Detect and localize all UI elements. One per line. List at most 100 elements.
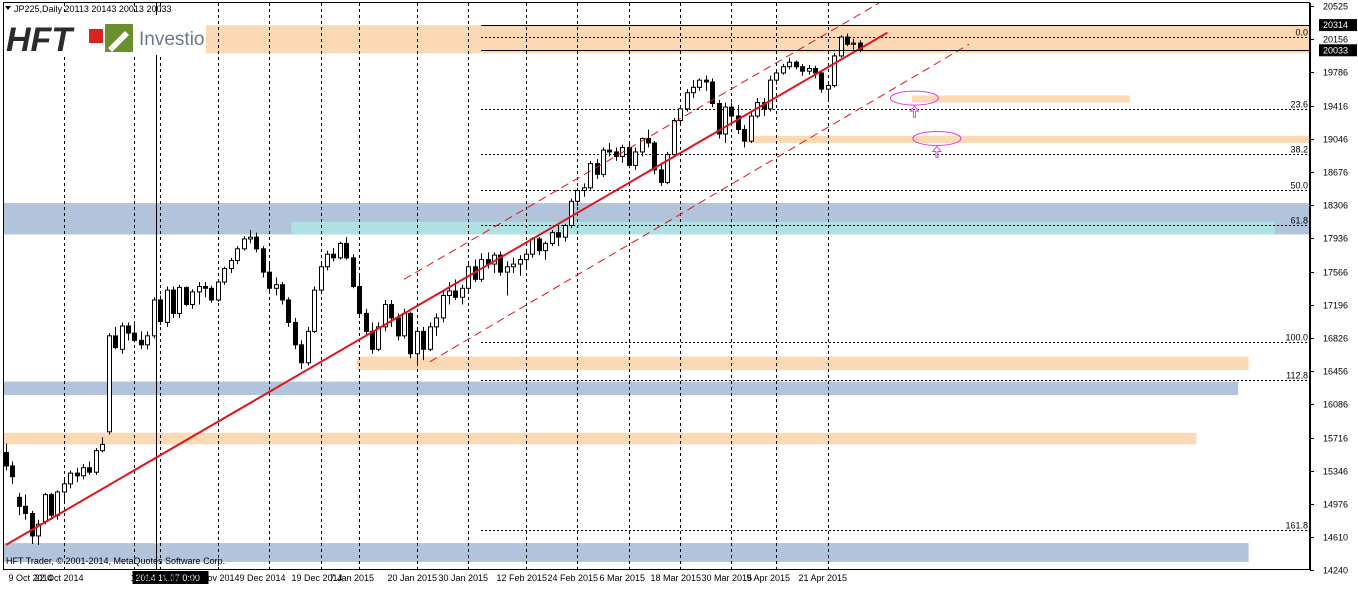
y-tick-label: 15716 bbox=[1323, 434, 1348, 444]
candle-bear bbox=[595, 163, 600, 175]
y-tick-label: 16826 bbox=[1323, 334, 1348, 344]
candle-bear bbox=[537, 238, 542, 252]
target-ellipse bbox=[889, 90, 939, 106]
fib-level-label: 112.8 bbox=[1286, 371, 1308, 381]
candle-bull bbox=[235, 248, 240, 261]
candle-bull bbox=[543, 242, 548, 252]
y-tick-label: 19416 bbox=[1323, 102, 1348, 112]
candle-bear bbox=[299, 344, 304, 364]
candle-bear bbox=[800, 66, 805, 72]
candle-bull bbox=[68, 472, 73, 485]
candle-bear bbox=[370, 330, 375, 350]
channel-lower-line bbox=[429, 43, 970, 363]
y-tick-label: 15346 bbox=[1323, 467, 1348, 477]
x-tick-label: 22 Oct 2014 bbox=[35, 573, 84, 583]
candle-bull bbox=[518, 259, 523, 265]
fib-level-label: 161.8 bbox=[1285, 521, 1308, 531]
price-badge-label: 20314 bbox=[1323, 20, 1348, 30]
candle-bull bbox=[43, 494, 48, 523]
candle-bull bbox=[229, 259, 234, 270]
candle-bear bbox=[17, 496, 22, 507]
candle-bull bbox=[415, 330, 420, 355]
zone-blue bbox=[4, 381, 1239, 396]
symbol-ohlc-text: JP225,Daily 20113 20143 20013 20033 bbox=[14, 4, 171, 14]
candle-bull bbox=[338, 242, 343, 259]
x-tick-label: 9 Apr 2015 bbox=[747, 573, 791, 583]
candle-bear bbox=[4, 451, 9, 467]
candle-bull bbox=[62, 483, 67, 493]
candle-bull bbox=[383, 303, 388, 328]
price-axis: 20525 20156 19786 19416 19046 18676 18306 17936… bbox=[481, 2, 1357, 576]
up-arrow-icon bbox=[931, 145, 942, 158]
logo-arrow-icon bbox=[108, 31, 129, 52]
candle-bull bbox=[691, 86, 696, 94]
candle-bull bbox=[447, 290, 452, 296]
candle-bull bbox=[582, 187, 587, 192]
candle-bear bbox=[254, 236, 259, 250]
candle-bull bbox=[774, 72, 779, 81]
candle-bull bbox=[460, 287, 465, 298]
y-tick-label: 16086 bbox=[1323, 400, 1348, 410]
candle-bull bbox=[569, 200, 574, 226]
candle-bear bbox=[453, 290, 458, 298]
candle-bull bbox=[723, 106, 728, 135]
copyright-text: HFT Trader, © 2001-2014, MetaQuotes Soft… bbox=[6, 556, 225, 566]
candle-bull bbox=[55, 491, 60, 516]
candle-bull bbox=[678, 108, 683, 122]
logo-text: HFT bbox=[6, 21, 75, 59]
candle-bear bbox=[261, 248, 266, 273]
candle-bull bbox=[807, 67, 812, 72]
candle-bull bbox=[787, 61, 792, 68]
y-tick-label: 14610 bbox=[1323, 533, 1348, 543]
candle-bull bbox=[588, 163, 593, 189]
y-tick-label: 17566 bbox=[1323, 268, 1348, 278]
fib-level-label: 100.0 bbox=[1285, 333, 1308, 343]
x-tick-label: 7 Jan 2015 bbox=[330, 573, 375, 583]
candle-bull bbox=[524, 253, 529, 261]
y-tick-label: 20156 bbox=[1323, 35, 1348, 45]
y-tick-label: 19046 bbox=[1323, 135, 1348, 145]
candle-bull bbox=[94, 450, 99, 473]
fib-level-label: 38.2 bbox=[1290, 145, 1308, 155]
price-badge-label: 20033 bbox=[1323, 45, 1348, 55]
candle-bear bbox=[717, 102, 722, 135]
x-tick-label: 30 Jan 2015 bbox=[439, 573, 489, 583]
candle-bear bbox=[126, 325, 131, 334]
target-ellipse bbox=[912, 130, 962, 146]
candle-bull bbox=[312, 289, 317, 332]
y-tick-label: 14976 bbox=[1323, 500, 1348, 510]
candle-bull bbox=[145, 335, 150, 346]
candle-bear bbox=[794, 61, 799, 68]
candle-bull bbox=[165, 289, 170, 323]
y-tick-label: 19786 bbox=[1323, 68, 1348, 78]
plot-frame bbox=[3, 2, 1310, 570]
x-tick-label: 19 Dec 2014 bbox=[292, 573, 343, 583]
candle-bull bbox=[325, 253, 330, 268]
candle-bear bbox=[659, 169, 664, 183]
candle-bull bbox=[434, 317, 439, 328]
fib-level-label: 23.6 bbox=[1290, 100, 1308, 110]
candle-bear bbox=[819, 72, 824, 90]
candle-bear bbox=[158, 299, 163, 322]
price-badge bbox=[1319, 19, 1357, 32]
candle-bull bbox=[768, 79, 773, 110]
candle-bear bbox=[710, 81, 715, 104]
x-tick-label: 24 Feb 2015 bbox=[548, 573, 599, 583]
candle-bear bbox=[344, 242, 349, 259]
candle-bear bbox=[364, 312, 369, 332]
brand-logo: HFT Investio bbox=[2, 15, 206, 59]
candle-bull bbox=[550, 232, 555, 244]
candle-bull bbox=[781, 66, 786, 74]
dropdown-triangle-icon[interactable] bbox=[5, 6, 11, 10]
candle-bull bbox=[306, 330, 311, 364]
candle-bear bbox=[421, 330, 426, 350]
candle-bear bbox=[49, 494, 54, 516]
candle-bull bbox=[511, 263, 516, 268]
zone-blue bbox=[4, 543, 1249, 562]
zone-peach bbox=[4, 432, 1197, 445]
candle-bear bbox=[556, 232, 561, 238]
symbol-header[interactable]: JP225,Daily 20113 20143 20013 20033 bbox=[5, 4, 171, 14]
x-tick-label: 27 Nov 2014 bbox=[189, 573, 240, 583]
